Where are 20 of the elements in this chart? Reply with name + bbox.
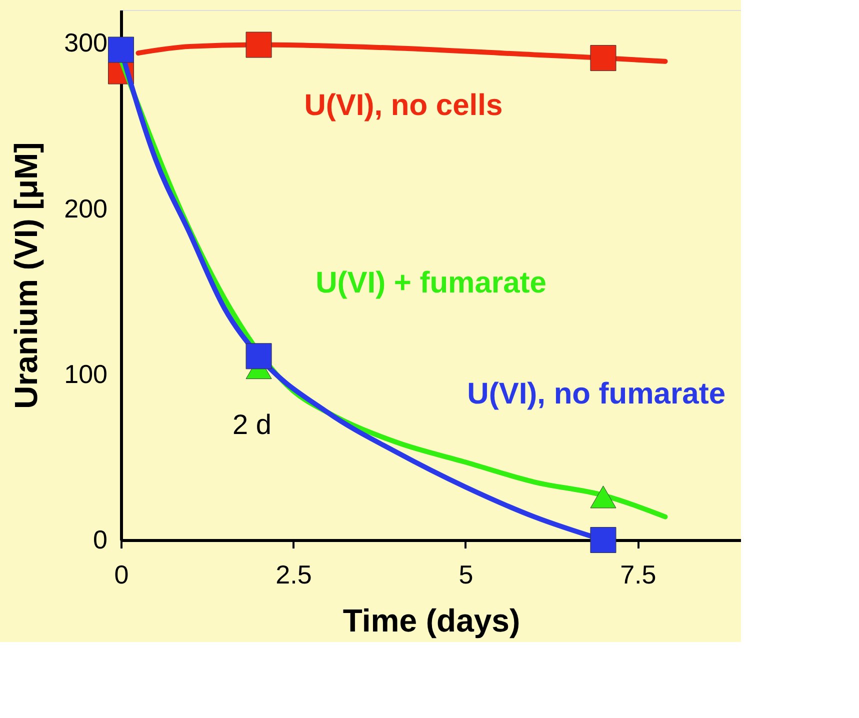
x-tick-label: 5: [458, 560, 474, 590]
text: U(VI) + fumarate: [316, 266, 546, 300]
x-tick-label: 0: [114, 560, 129, 590]
point: [246, 32, 272, 58]
text: U(VI), no fumarate: [467, 377, 726, 410]
y-tick-label: 200: [64, 193, 108, 224]
y-axis-title: Uranium (VI) [μM]: [8, 142, 44, 409]
y-tick-label: 0: [93, 524, 108, 554]
point: [246, 343, 272, 370]
x-tick-label: 2.5: [276, 560, 312, 590]
annotation: 2 d: [232, 409, 272, 440]
point: [590, 527, 616, 553]
y-tick-label: 300: [64, 28, 108, 58]
x-tick-label: 7.5: [620, 560, 656, 590]
point: [590, 486, 616, 508]
y-tick-label: 100: [64, 358, 108, 389]
point: [108, 36, 134, 63]
x-axis-title: Time (days): [342, 602, 520, 638]
point: [590, 45, 616, 72]
series-label: U(VI), no cells: [304, 89, 503, 122]
